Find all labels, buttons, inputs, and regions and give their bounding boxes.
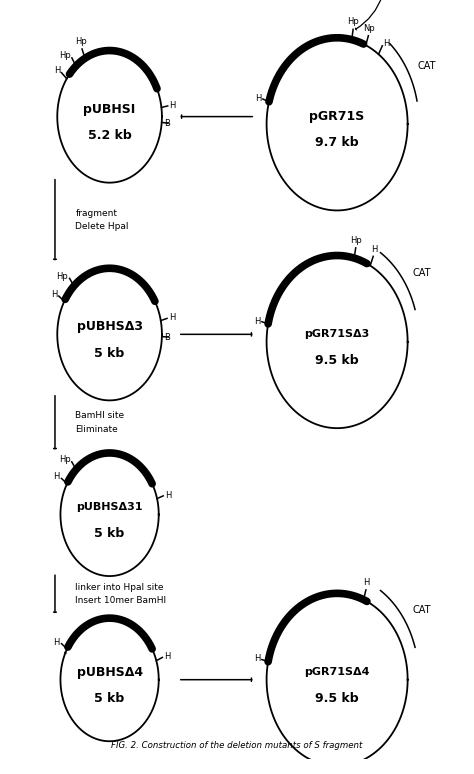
Text: pUBHSΔ31: pUBHSΔ31 xyxy=(76,502,143,512)
Text: H: H xyxy=(165,491,171,499)
Text: fragment: fragment xyxy=(75,208,118,217)
Text: B: B xyxy=(164,119,170,128)
Text: linker into HpaI site: linker into HpaI site xyxy=(75,583,164,592)
Text: 5.2 kb: 5.2 kb xyxy=(88,129,131,142)
Text: H: H xyxy=(254,655,260,663)
Text: H: H xyxy=(364,578,370,587)
Text: pGR71SΔ4: pGR71SΔ4 xyxy=(304,667,370,677)
Text: pGR71SΔ3: pGR71SΔ3 xyxy=(304,329,370,339)
Text: H: H xyxy=(170,101,176,110)
Text: H: H xyxy=(164,652,171,661)
Text: BamHI site: BamHI site xyxy=(75,411,125,420)
Text: Hp: Hp xyxy=(75,37,87,46)
Text: Eliminate: Eliminate xyxy=(75,425,118,433)
Text: CAT: CAT xyxy=(412,605,430,615)
Text: Hp: Hp xyxy=(347,18,359,26)
Text: Delete HpaI: Delete HpaI xyxy=(75,222,129,231)
Text: H: H xyxy=(255,94,261,103)
Text: pUBHSΔ4: pUBHSΔ4 xyxy=(76,666,143,679)
Text: H: H xyxy=(254,317,260,326)
Text: 9.5 kb: 9.5 kb xyxy=(315,692,359,705)
Text: Hp: Hp xyxy=(350,236,362,245)
Text: H: H xyxy=(371,245,377,254)
Text: 9.5 kb: 9.5 kb xyxy=(315,354,359,367)
Text: Np: Np xyxy=(363,24,375,33)
Text: H: H xyxy=(169,313,175,322)
Text: 5 kb: 5 kb xyxy=(94,527,125,539)
Text: H: H xyxy=(54,638,60,646)
Text: B: B xyxy=(164,333,170,341)
Text: Hp: Hp xyxy=(56,272,68,281)
Text: pUBHSI: pUBHSI xyxy=(83,103,136,115)
Text: H: H xyxy=(54,472,60,481)
Text: Hp: Hp xyxy=(59,51,71,60)
Text: H: H xyxy=(54,67,60,75)
Text: 5 kb: 5 kb xyxy=(94,347,125,360)
Text: Hp: Hp xyxy=(59,455,71,464)
Text: CAT: CAT xyxy=(412,268,430,278)
Text: CAT: CAT xyxy=(418,61,436,71)
Text: H: H xyxy=(51,290,57,299)
Text: pGR71S: pGR71S xyxy=(310,110,365,123)
Text: 5 kb: 5 kb xyxy=(94,692,125,705)
Text: H: H xyxy=(383,39,390,48)
Text: 9.7 kb: 9.7 kb xyxy=(315,136,359,149)
Text: Insert 10mer BamHI: Insert 10mer BamHI xyxy=(75,596,166,605)
Text: FIG. 2. Construction of the deletion mutants of S fragment: FIG. 2. Construction of the deletion mut… xyxy=(111,741,363,749)
Text: pUBHSΔ3: pUBHSΔ3 xyxy=(77,320,143,334)
